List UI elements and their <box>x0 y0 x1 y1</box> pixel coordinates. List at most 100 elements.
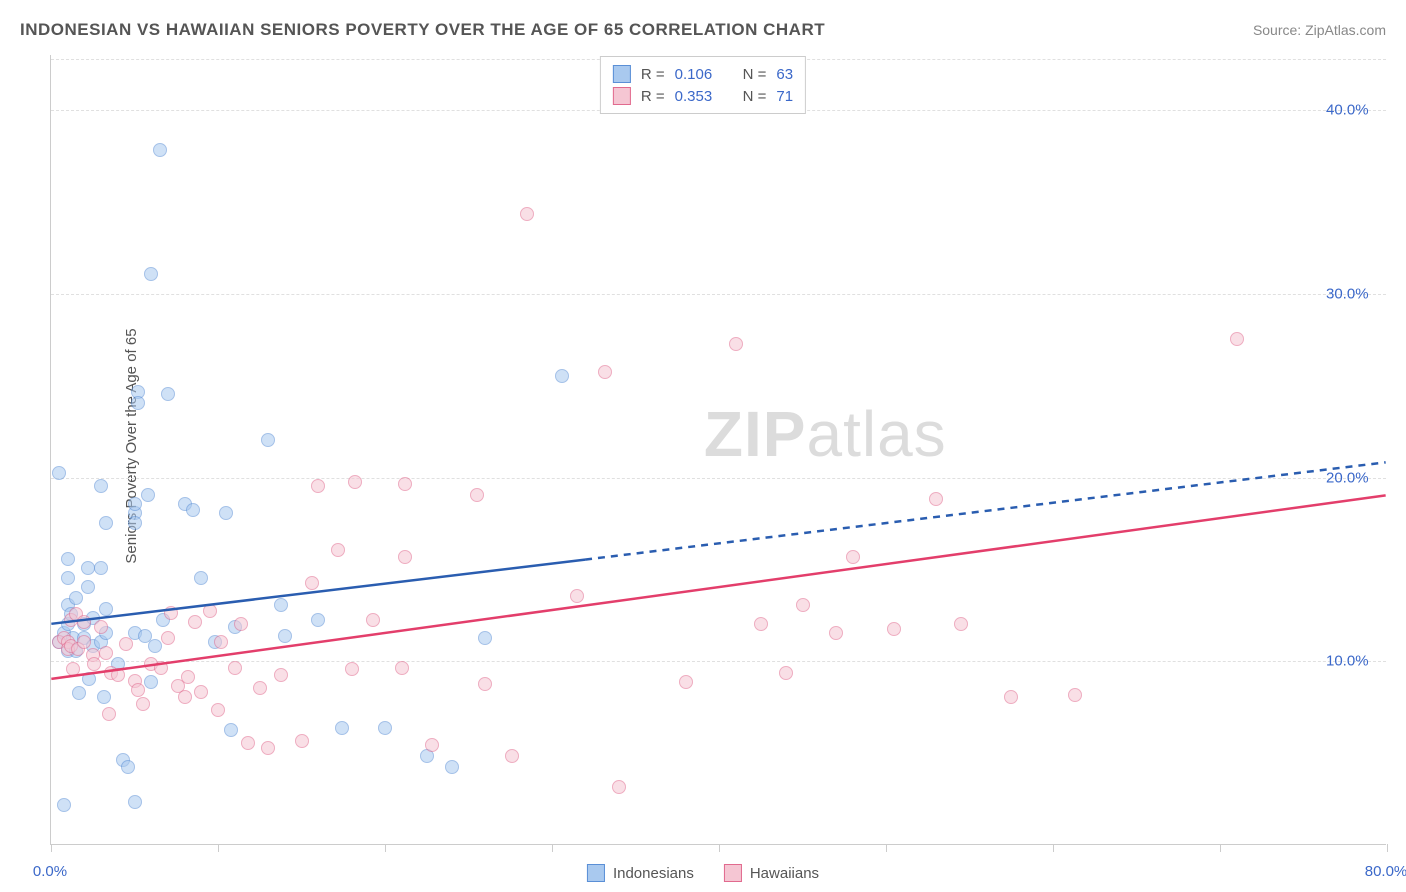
data-point <box>214 635 228 649</box>
data-point <box>161 387 175 401</box>
legend-label-indonesians: Indonesians <box>613 865 694 882</box>
n-label: N = <box>743 66 767 83</box>
data-point <box>148 639 162 653</box>
x-tick-label: 80.0% <box>1365 863 1406 880</box>
data-point <box>305 576 319 590</box>
data-point <box>311 479 325 493</box>
data-point <box>72 686 86 700</box>
data-point <box>178 690 192 704</box>
data-point <box>335 721 349 735</box>
data-point <box>261 433 275 447</box>
data-point <box>253 681 267 695</box>
data-point <box>366 613 380 627</box>
data-point <box>144 267 158 281</box>
data-point <box>274 668 288 682</box>
data-point <box>887 622 901 636</box>
x-tick <box>1220 844 1221 852</box>
data-point <box>141 488 155 502</box>
data-point <box>929 492 943 506</box>
watermark-bold: ZIP <box>704 398 807 470</box>
data-point <box>131 683 145 697</box>
data-point <box>219 506 233 520</box>
legend-item-indonesians: Indonesians <box>587 864 694 882</box>
data-point <box>395 661 409 675</box>
data-point <box>81 561 95 575</box>
n-value-indonesians: 63 <box>776 66 793 83</box>
data-point <box>505 749 519 763</box>
data-point <box>570 589 584 603</box>
data-point <box>111 668 125 682</box>
legend-row-hawaiians: R = 0.353 N = 71 <box>613 85 793 107</box>
swatch-indonesians <box>613 65 631 83</box>
y-tick-label: 20.0% <box>1326 469 1369 486</box>
data-point <box>445 760 459 774</box>
data-point <box>128 516 142 530</box>
y-tick-label: 10.0% <box>1326 653 1369 670</box>
r-label: R = <box>641 88 665 105</box>
data-point <box>94 620 108 634</box>
data-point <box>154 661 168 675</box>
data-point <box>153 143 167 157</box>
data-point <box>228 661 242 675</box>
data-point <box>470 488 484 502</box>
gridline <box>51 661 1386 662</box>
data-point <box>99 602 113 616</box>
legend-item-hawaiians: Hawaiians <box>724 864 819 882</box>
swatch-hawaiians-icon <box>724 864 742 882</box>
y-tick-label: 40.0% <box>1326 102 1369 119</box>
data-point <box>164 606 178 620</box>
x-tick <box>886 844 887 852</box>
data-point <box>224 723 238 737</box>
data-point <box>57 798 71 812</box>
data-point <box>378 721 392 735</box>
x-tick-label: 0.0% <box>33 863 67 880</box>
data-point <box>478 631 492 645</box>
data-point <box>331 543 345 557</box>
data-point <box>261 741 275 755</box>
data-point <box>194 685 208 699</box>
r-value-hawaiians: 0.353 <box>675 88 725 105</box>
data-point <box>82 672 96 686</box>
data-point <box>128 497 142 511</box>
data-point <box>203 604 217 618</box>
data-point <box>99 646 113 660</box>
data-point <box>136 697 150 711</box>
swatch-hawaiians <box>613 87 631 105</box>
data-point <box>598 365 612 379</box>
data-point <box>234 617 248 631</box>
legend-label-hawaiians: Hawaiians <box>750 865 819 882</box>
r-value-indonesians: 0.106 <box>675 66 725 83</box>
data-point <box>241 736 255 750</box>
x-tick <box>218 844 219 852</box>
data-point <box>796 598 810 612</box>
data-point <box>99 516 113 530</box>
data-point <box>425 738 439 752</box>
n-value-hawaiians: 71 <box>776 88 793 105</box>
data-point <box>1068 688 1082 702</box>
data-point <box>779 666 793 680</box>
data-point <box>729 337 743 351</box>
data-point <box>97 690 111 704</box>
data-point <box>398 550 412 564</box>
x-tick <box>719 844 720 852</box>
data-point <box>121 760 135 774</box>
chart-title: INDONESIAN VS HAWAIIAN SENIORS POVERTY O… <box>20 20 825 40</box>
data-point <box>295 734 309 748</box>
watermark-light: atlas <box>806 398 946 470</box>
data-point <box>69 591 83 605</box>
data-point <box>1230 332 1244 346</box>
trend-lines <box>51 55 1386 844</box>
x-tick <box>1053 844 1054 852</box>
data-point <box>188 615 202 629</box>
data-point <box>478 677 492 691</box>
data-point <box>954 617 968 631</box>
data-point <box>128 795 142 809</box>
data-point <box>77 635 91 649</box>
r-label: R = <box>641 66 665 83</box>
legend-row-indonesians: R = 0.106 N = 63 <box>613 63 793 85</box>
data-point <box>87 657 101 671</box>
data-point <box>61 571 75 585</box>
data-point <box>119 637 133 651</box>
series-legend: Indonesians Hawaiians <box>587 864 819 882</box>
data-point <box>181 670 195 684</box>
